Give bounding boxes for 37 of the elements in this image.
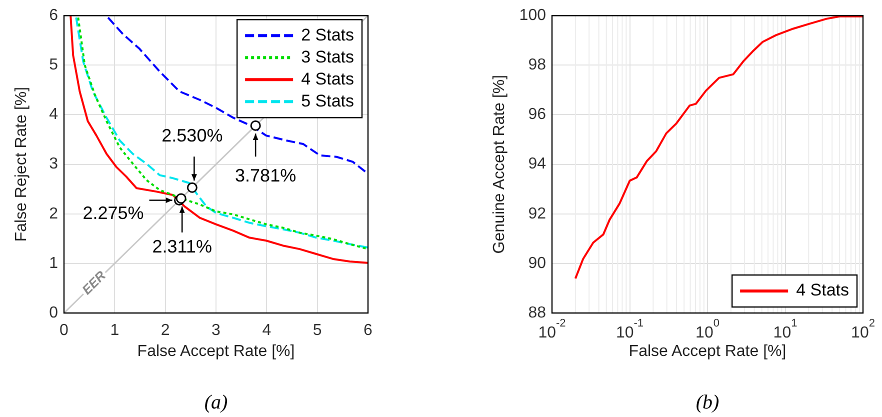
- y-tick-label: 5: [49, 56, 58, 74]
- y-tick-label: 96: [528, 106, 546, 124]
- y-tick-label: 100: [519, 7, 546, 24]
- y-tick-label: 88: [528, 304, 546, 322]
- legend-label: 4 Stats: [796, 280, 850, 300]
- legend-label: 3 Stats: [301, 47, 354, 66]
- point: [250, 120, 261, 131]
- y-axis-title: Genuine Accept Rate [%]: [491, 74, 508, 254]
- y-tick-label: 94: [528, 156, 546, 173]
- annotation: 2.311%: [152, 236, 212, 256]
- annotation: 3.781%: [235, 166, 296, 186]
- y-axis-title: False Reject Rate [%]: [13, 86, 30, 242]
- y-tick-label: 0: [49, 304, 58, 322]
- y-tick-label: 4: [49, 106, 58, 124]
- x-axis-title: False Accept Rate [%]: [628, 342, 786, 360]
- y-tick-label: 1: [49, 254, 58, 272]
- y-tick-label: 92: [528, 205, 546, 222]
- x-tick-label: 2: [160, 322, 170, 340]
- x-tick-label: 1: [110, 322, 120, 340]
- x-tick-label: 5: [312, 322, 322, 340]
- x-tick-label: 6: [364, 322, 373, 340]
- y-tick-label: 6: [49, 7, 58, 24]
- point: [186, 182, 198, 193]
- y-tick-label: 98: [528, 56, 546, 74]
- x-axis-title: False Accept Rate [%]: [137, 342, 295, 360]
- legend-label: 5 Stats: [301, 91, 354, 110]
- annotation: 2.530%: [162, 126, 223, 146]
- annotation: 2.275%: [82, 203, 144, 224]
- y-tick-label: 3: [49, 156, 58, 173]
- y-tick-label: 90: [528, 254, 546, 272]
- x-tick-label: 3: [212, 322, 221, 340]
- legend-label: 4 Stats: [301, 69, 354, 88]
- text: (a): [204, 391, 228, 414]
- y-tick-label: 2: [49, 205, 58, 222]
- legend-label: 2 Stats: [301, 25, 354, 44]
- x-tick-label: 4: [262, 322, 272, 340]
- text: (b): [696, 391, 720, 414]
